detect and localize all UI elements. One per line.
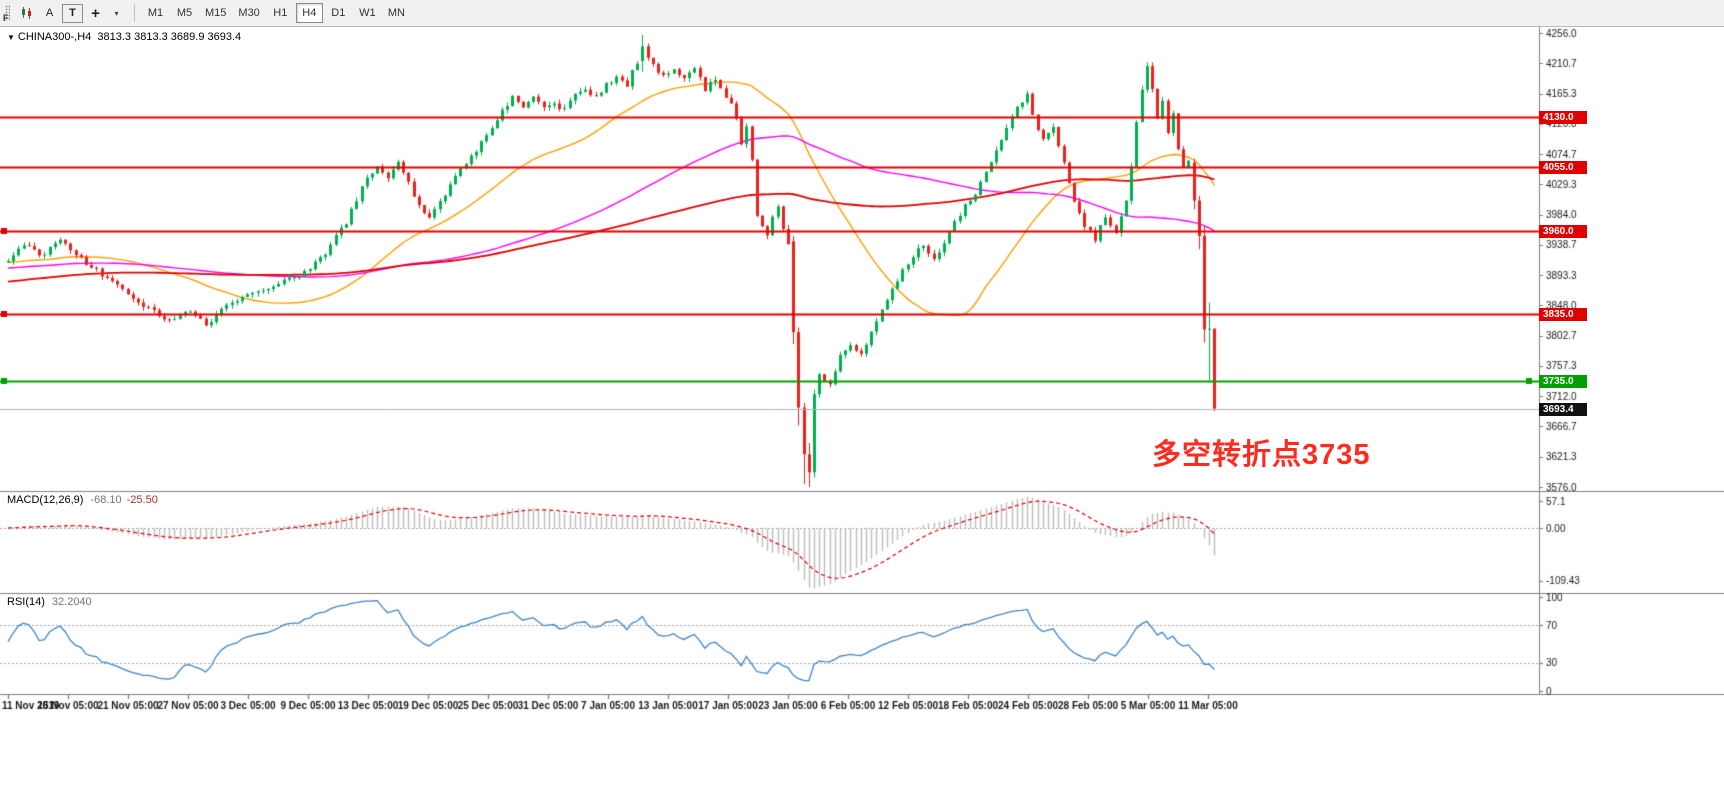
- level-price-tag: 3835.0: [1539, 308, 1587, 322]
- level-price-tag: 3960.0: [1539, 224, 1587, 238]
- candlestick-mini-icon: [21, 7, 31, 19]
- timeframe-h4-button[interactable]: H4: [295, 3, 323, 23]
- rsi-name: RSI(14): [7, 596, 45, 608]
- timeframe-m1-button[interactable]: M1: [147, 7, 164, 19]
- macd-indicator-label: MACD(12,26,9) -68.10 -25.50: [7, 494, 158, 506]
- timeframe-h1-button[interactable]: H1: [273, 7, 288, 19]
- toolbar-separator: [134, 4, 135, 22]
- level-price-tag: 4055.0: [1539, 161, 1587, 175]
- dock-letter: F: [3, 13, 9, 23]
- timeframe-m30-button[interactable]: M30: [238, 7, 260, 19]
- chart-text-annotation[interactable]: 多空转折点3735: [1152, 439, 1371, 471]
- timeframe-m15-button[interactable]: M15: [205, 7, 227, 19]
- rsi-value: 32.2040: [51, 596, 92, 608]
- top-toolbar: A T + ▾ M1 M5 M15 M30 H1 H4 D1 W1 MN F: [0, 0, 1724, 27]
- macd-value-main: -68.10: [90, 494, 122, 506]
- chart-area: ▼ CHINA300-,H4 3813.3 3813.3 3689.9 3693.…: [0, 27, 1724, 787]
- macd-value-signal: -25.50: [126, 494, 158, 506]
- rsi-indicator-label: RSI(14) 32.2040: [7, 596, 92, 608]
- chart-ohlc-readout: 3813.3 3813.3 3689.9 3693.4: [97, 31, 242, 43]
- timeframe-m5-button[interactable]: M5: [176, 7, 193, 19]
- timeframe-d1-button[interactable]: D1: [331, 7, 346, 19]
- current-price-tag: 3693.4: [1539, 402, 1587, 416]
- level-price-tag: 4130.0: [1539, 111, 1587, 125]
- crosshair-tool-button[interactable]: +: [91, 4, 100, 22]
- macd-name: MACD(12,26,9): [7, 494, 84, 506]
- toolbar-grip[interactable]: [5, 5, 10, 21]
- timeframe-w1-button[interactable]: W1: [359, 7, 376, 19]
- chevron-down-icon[interactable]: ▾: [114, 8, 119, 18]
- symbol-dropdown-icon[interactable]: ▼: [7, 33, 15, 42]
- chart-title: ▼ CHINA300-,H4 3813.3 3813.3 3689.9 3693.…: [7, 31, 241, 43]
- level-price-tag: 3735.0: [1539, 374, 1587, 388]
- label-tool-t-button[interactable]: T: [62, 3, 83, 23]
- chart-symbol-timeframe: CHINA300-,H4: [17, 31, 92, 43]
- text-tool-a-button[interactable]: A: [45, 7, 54, 19]
- timeframe-mn-button[interactable]: MN: [387, 7, 405, 19]
- chart-canvas[interactable]: [0, 27, 1724, 787]
- chart-icon[interactable]: [16, 3, 37, 24]
